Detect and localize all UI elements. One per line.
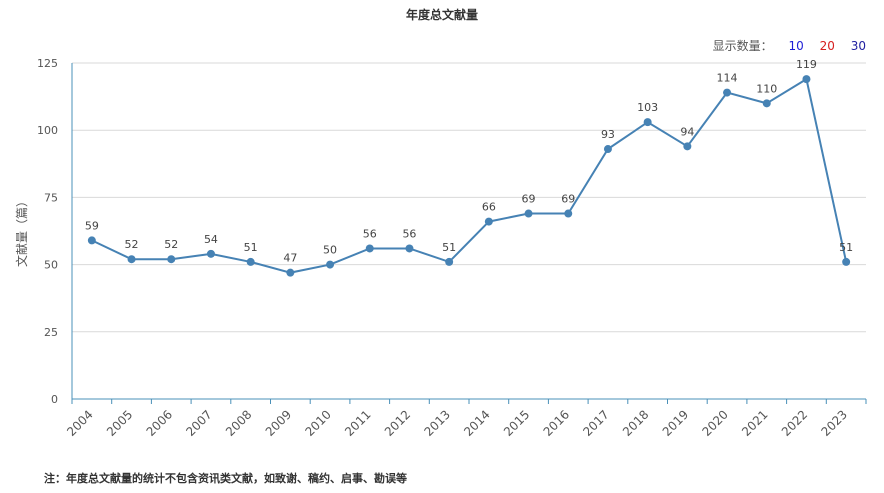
data-point <box>365 244 374 253</box>
data-label: 47 <box>283 252 297 265</box>
x-tick-label: 2004 <box>64 407 95 438</box>
count-selector-label: 显示数量： <box>712 39 773 53</box>
x-tick-label: 2014 <box>461 407 492 438</box>
count-option-30[interactable]: 30 <box>850 39 866 53</box>
data-point <box>206 249 215 258</box>
data-point <box>87 236 96 245</box>
y-tick-label: 100 <box>37 124 58 137</box>
data-label: 69 <box>561 193 575 206</box>
data-point <box>762 99 771 108</box>
data-label: 51 <box>839 241 853 254</box>
data-label: 51 <box>442 241 456 254</box>
x-tick-label: 2018 <box>620 407 651 438</box>
y-tick-label: 0 <box>51 393 58 406</box>
data-label: 50 <box>323 244 337 257</box>
data-label: 69 <box>522 193 536 206</box>
data-point <box>484 217 493 226</box>
data-label: 93 <box>601 128 615 141</box>
data-point <box>286 268 295 277</box>
y-tick-label: 50 <box>44 259 58 272</box>
data-label: 110 <box>756 82 777 95</box>
data-point <box>127 255 136 264</box>
x-tick-label: 2021 <box>739 407 770 438</box>
count-option-20[interactable]: 20 <box>819 39 835 53</box>
data-point <box>405 244 414 253</box>
data-label: 66 <box>482 201 496 214</box>
data-point <box>445 257 454 266</box>
data-label: 56 <box>402 227 416 240</box>
data-label: 119 <box>796 58 817 71</box>
x-tick-label: 2008 <box>223 407 254 438</box>
series-line <box>91 77 848 274</box>
data-point <box>723 88 732 97</box>
data-label: 52 <box>125 238 139 251</box>
y-tick-label: 25 <box>44 326 58 339</box>
y-axis-label: 文献量（篇） <box>14 195 29 267</box>
data-label: 59 <box>85 219 99 232</box>
x-tick-label: 2023 <box>819 407 850 438</box>
data-point <box>167 255 176 264</box>
x-tick-label: 2013 <box>422 407 453 438</box>
footnote: 注：年度总文献量的统计不包含资讯类文献，如致谢、稿约、启事、勘误等 <box>44 472 407 485</box>
x-tick-label: 2012 <box>382 407 413 438</box>
x-tick-label: 2011 <box>342 407 373 438</box>
data-point <box>603 145 612 154</box>
data-label: 103 <box>637 101 658 114</box>
data-label: 56 <box>363 227 377 240</box>
data-label: 94 <box>680 125 694 138</box>
data-label: 51 <box>244 241 258 254</box>
x-tick-label: 2006 <box>144 407 175 438</box>
data-label: 54 <box>204 233 218 246</box>
data-point <box>246 257 255 266</box>
data-point <box>564 209 573 218</box>
x-tick-label: 2019 <box>660 407 691 438</box>
data-point <box>643 118 652 127</box>
data-point <box>842 257 851 266</box>
x-tick-label: 2020 <box>699 407 730 438</box>
data-point <box>802 75 811 84</box>
x-tick-label: 2007 <box>183 407 214 438</box>
y-tick-label: 75 <box>44 191 58 204</box>
count-selector: 显示数量： 10 20 30 <box>713 37 866 54</box>
data-label: 114 <box>717 72 738 85</box>
x-tick-label: 2009 <box>263 407 294 438</box>
x-tick-label: 2010 <box>302 407 333 438</box>
x-tick-label: 2005 <box>104 407 135 438</box>
y-tick-label: 125 <box>37 57 58 70</box>
x-tick-label: 2015 <box>501 407 532 438</box>
chart-title: 年度总文献量 <box>405 8 478 22</box>
data-point <box>524 209 533 218</box>
data-point <box>326 260 335 269</box>
data-label: 52 <box>164 238 178 251</box>
data-point <box>683 142 692 151</box>
x-tick-label: 2016 <box>541 407 572 438</box>
count-option-10[interactable]: 10 <box>788 39 804 53</box>
x-tick-label: 2017 <box>580 407 611 438</box>
x-tick-label: 2022 <box>779 407 810 438</box>
